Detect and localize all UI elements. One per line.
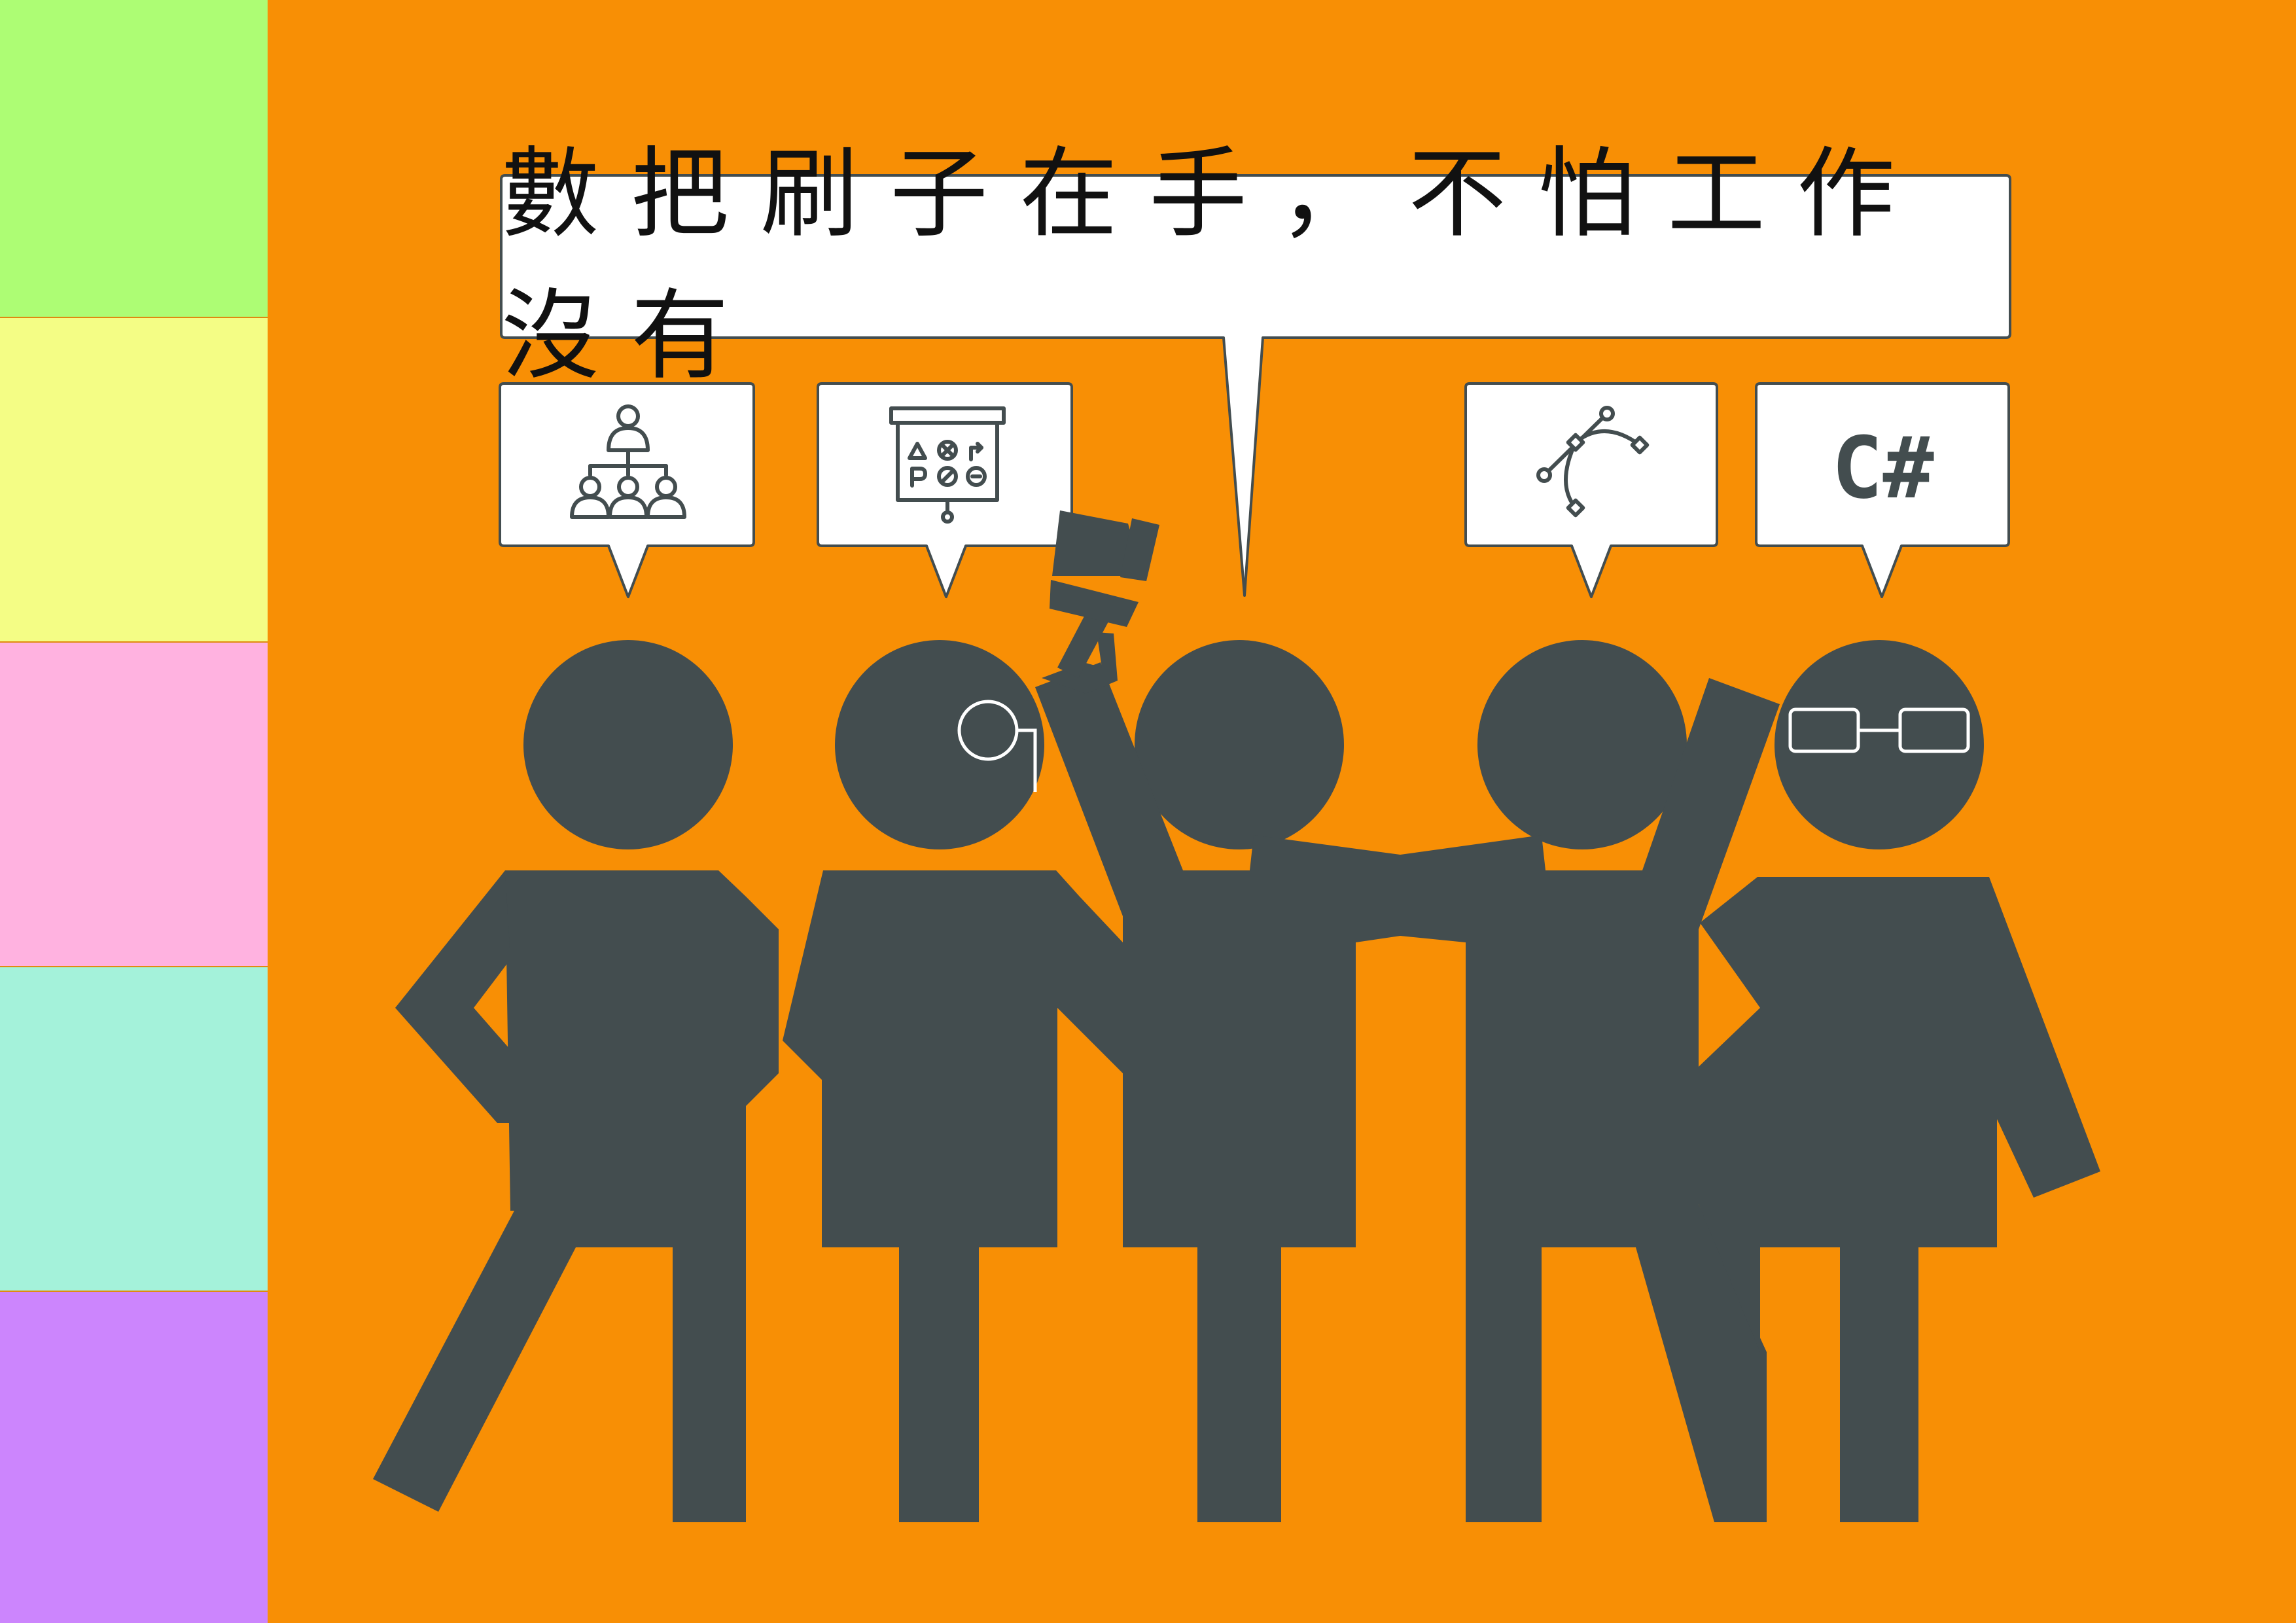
figure-1 (373, 640, 779, 1522)
glasses-icon (1788, 707, 1970, 753)
figure-3 (1035, 640, 1400, 1522)
main-speech-text: 數把刷子在手，不怕工作沒有 (501, 137, 1927, 393)
color-swatch-column (0, 0, 268, 1623)
monocle-icon (957, 700, 1037, 792)
paintbrush-icon (1042, 510, 1159, 694)
swatch-yellow (0, 318, 268, 643)
team-hierarchy-icon (570, 404, 686, 519)
swatch-purple (0, 1292, 268, 1623)
strategy-board-icon (889, 406, 1006, 524)
swatch-green (0, 0, 268, 318)
figure-5 (1699, 640, 2100, 1522)
speech-bubble-vector (1464, 382, 1718, 598)
vector-curve-icon (1536, 406, 1650, 518)
main-speech-bubble (500, 174, 2011, 597)
swatch-pink (0, 643, 268, 967)
speech-bubble-csharp (1755, 382, 2010, 598)
figure-2 (783, 640, 1123, 1522)
swatch-mint (0, 967, 268, 1292)
speech-bubble-strategy (817, 382, 1073, 598)
speech-bubble-team (499, 382, 755, 598)
figure-4 (1400, 640, 1780, 1522)
csharp-text: C# (1831, 418, 1934, 518)
